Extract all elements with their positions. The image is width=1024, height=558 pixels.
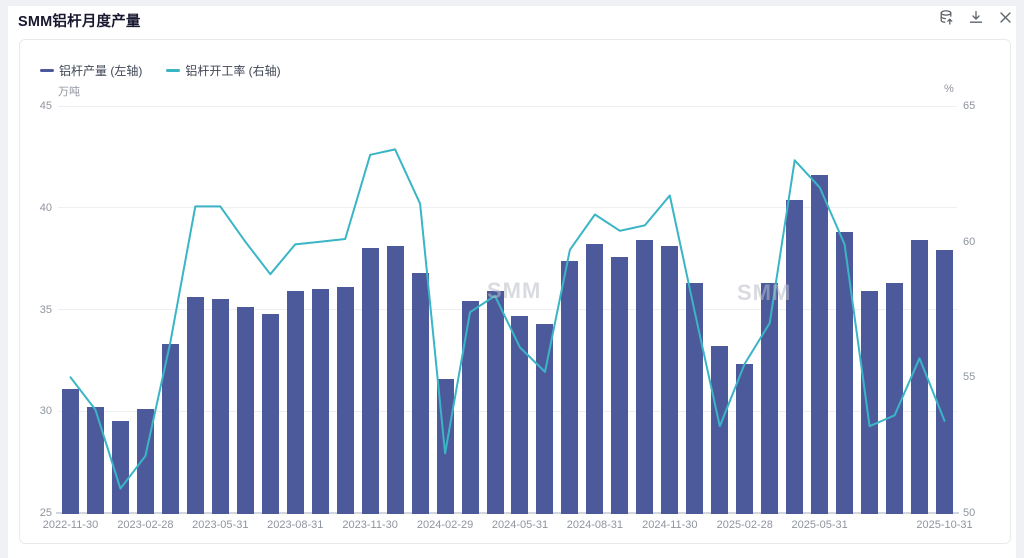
left-axis-tick-label: 35 — [39, 303, 52, 316]
bar-2025-07-31[interactable] — [861, 291, 879, 514]
x-axis-label: 2023-11-30 — [342, 519, 398, 531]
x-axis-label: 2025-02-28 — [716, 519, 773, 531]
operating-rate-legend-marker-icon — [166, 69, 181, 72]
bar-2024-08-31[interactable] — [586, 244, 604, 514]
x-axis-label: 2025-10-31 — [916, 519, 973, 531]
gridline — [58, 105, 957, 107]
bar-2024-11-30[interactable] — [661, 246, 679, 514]
legend-label: 铝杆开工率 (右轴) — [185, 64, 281, 78]
legend-item-production[interactable]: 铝杆产量 (左轴) — [40, 62, 142, 79]
left-axis-unit: 万吨 — [58, 86, 80, 98]
bar-2023-06-30[interactable] — [236, 307, 254, 514]
bar-2024-10-31[interactable] — [636, 240, 654, 514]
left-axis-tick-label: 45 — [39, 100, 52, 112]
bar-2024-02-29[interactable] — [436, 378, 454, 514]
bar-2024-06-30[interactable] — [536, 323, 554, 514]
legend-label: 铝杆产量 (左轴) — [59, 64, 143, 78]
bar-2023-10-31[interactable] — [336, 287, 354, 514]
bar-2023-11-30[interactable] — [361, 248, 379, 514]
left-axis-tick-label: 25 — [39, 507, 52, 519]
page-title: SMM铝杆月度产量 — [18, 14, 141, 30]
bar-2023-08-31[interactable] — [286, 291, 304, 514]
right-axis-tick-label: 60 — [963, 235, 976, 248]
chart-legend: 铝杆产量 (左轴) 铝杆开工率 (右轴) — [40, 62, 281, 79]
bar-2024-09-30[interactable] — [611, 256, 629, 514]
bar-2023-02-28[interactable] — [136, 409, 154, 514]
right-axis-tick-label: 65 — [963, 100, 976, 112]
bar-2023-03-31[interactable] — [161, 344, 179, 514]
close-icon[interactable] — [996, 8, 1014, 26]
legend-item-operating-rate[interactable]: 铝杆开工率 (右轴) — [166, 62, 281, 79]
right-axis-unit: % — [944, 83, 954, 95]
bar-2023-07-31[interactable] — [261, 313, 279, 514]
x-axis-label: 2024-05-31 — [491, 519, 549, 531]
bar-2025-06-30[interactable] — [836, 232, 854, 514]
x-axis-line — [56, 512, 959, 514]
bar-2025-09-30[interactable] — [911, 240, 929, 514]
x-axis-label: 2023-05-31 — [192, 519, 249, 531]
bar-2024-04-30[interactable] — [486, 291, 504, 514]
bar-2022-12-31[interactable] — [86, 407, 104, 514]
right-axis-tick-label: 55 — [963, 371, 976, 384]
bar-2023-01-31[interactable] — [111, 421, 129, 514]
bar-2025-05-31[interactable] — [811, 175, 829, 514]
x-axis-label: 2024-02-29 — [416, 519, 474, 531]
x-axis-label: 2023-08-31 — [267, 519, 324, 531]
bar-2025-04-30[interactable] — [786, 199, 804, 514]
x-axis-label: 2023-02-28 — [117, 519, 174, 531]
left-axis-tick-label: 30 — [39, 405, 52, 418]
bar-2023-04-30[interactable] — [186, 297, 204, 514]
bar-2024-03-31[interactable] — [461, 301, 479, 514]
bar-2023-09-30[interactable] — [311, 289, 329, 514]
bar-2023-05-31[interactable] — [211, 299, 229, 514]
x-axis-label: 2022-11-30 — [42, 519, 99, 531]
right-axis-tick-label: 50 — [963, 507, 976, 519]
bar-2025-02-28[interactable] — [736, 364, 754, 514]
bar-2025-03-31[interactable] — [761, 283, 779, 514]
bar-2024-01-31[interactable] — [411, 272, 429, 514]
production-legend-marker-icon — [40, 69, 54, 72]
data-export-icon[interactable] — [938, 8, 956, 26]
toolbar — [938, 8, 1014, 26]
x-axis-label: 2024-08-31 — [566, 519, 624, 531]
bar-2024-12-31[interactable] — [686, 283, 704, 514]
bar-2023-12-31[interactable] — [386, 246, 404, 514]
bar-2025-01-31[interactable] — [711, 346, 729, 514]
download-icon[interactable] — [967, 8, 985, 26]
bar-2025-08-31[interactable] — [886, 283, 904, 514]
bar-2022-11-30[interactable] — [61, 388, 79, 514]
bar-2024-05-31[interactable] — [511, 315, 529, 514]
bar-2024-07-31[interactable] — [561, 260, 579, 514]
x-axis-label: 2025-05-31 — [791, 519, 848, 531]
left-axis-tick-label: 40 — [39, 201, 52, 214]
bar-2025-10-31[interactable] — [936, 250, 953, 514]
x-axis-label: 2024-11-30 — [642, 519, 698, 531]
